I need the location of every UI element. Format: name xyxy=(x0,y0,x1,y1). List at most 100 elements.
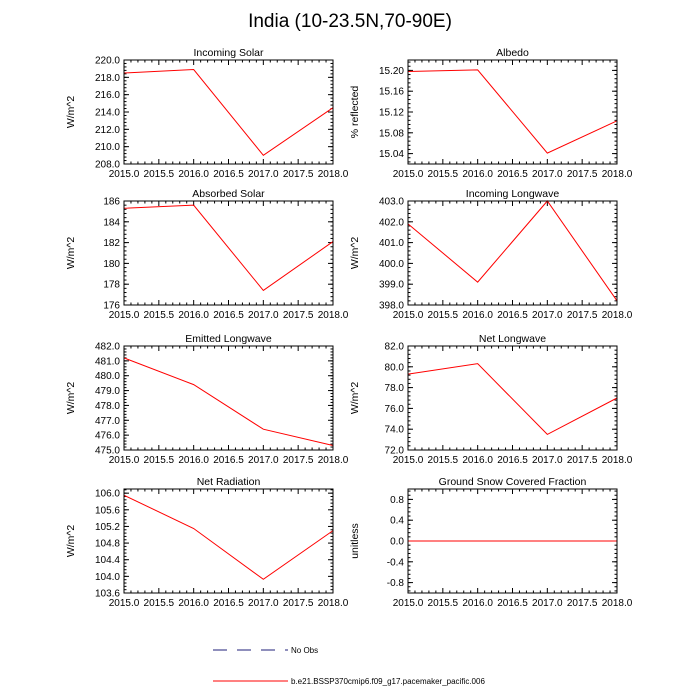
y-tick-label: 105.2 xyxy=(95,522,120,533)
x-tick-label: 2017.5 xyxy=(567,455,598,466)
y-tick-label: 401.0 xyxy=(379,238,404,249)
panel-absorbed-solar: Absorbed Solar W/m^2 2015.0 2015.5 2016.0 201… xyxy=(65,188,349,321)
panel-emitted-longwave: Emitted Longwave W/m^2 2015.0 2015.5 2016.0 2… xyxy=(65,333,349,466)
x-tick-label: 2017.0 xyxy=(248,169,279,180)
y-axis-label: % reflected xyxy=(349,86,361,139)
plot-frame xyxy=(123,488,334,594)
y-tick-label: 80.0 xyxy=(385,362,405,373)
x-tick-label: 2017.0 xyxy=(248,455,279,466)
panel-albedo: Albedo % reflected 2015.0 2015.5 2016.0 2016.… xyxy=(349,47,633,180)
x-tick-label: 2018.0 xyxy=(318,598,349,609)
x-tick-label: 2015.0 xyxy=(109,455,140,466)
x-tick-label: 2017.5 xyxy=(283,455,314,466)
y-tick-label: 0.0 xyxy=(390,537,404,548)
y-tick-label: 398.0 xyxy=(379,301,404,312)
legend: No Obs b.e21.BSSP370cmip6.f09_g17.pacema… xyxy=(213,646,485,686)
x-tick-label: 2017.5 xyxy=(567,598,598,609)
x-tick-label: 2018.0 xyxy=(602,169,633,180)
x-tick-label: 2015.0 xyxy=(109,169,140,180)
y-tick-label: 15.08 xyxy=(379,128,404,139)
panel-title: Emitted Longwave xyxy=(185,333,272,345)
y-tick-label: 72.0 xyxy=(385,446,405,457)
series-line xyxy=(123,204,334,292)
y-tick-label: 103.6 xyxy=(95,589,120,600)
plot-frame xyxy=(123,59,334,165)
panel-incoming-solar: Incoming Solar W/m^2 2015.0 2015.5 2016.0 201… xyxy=(65,47,349,180)
x-tick-label: 2016.5 xyxy=(497,169,528,180)
x-tick-label: 2016.5 xyxy=(213,598,244,609)
panel-title: Incoming Solar xyxy=(193,47,264,59)
y-tick-label: 15.16 xyxy=(379,87,404,98)
x-tick-label: 2016.5 xyxy=(497,310,528,321)
plot-frame xyxy=(407,345,618,451)
x-tick-label: 2017.0 xyxy=(248,598,279,609)
x-tick-label: 2015.5 xyxy=(144,598,175,609)
x-tick-label: 2016.0 xyxy=(178,169,209,180)
y-tick-label: 176 xyxy=(103,301,120,312)
y-tick-label: 106.0 xyxy=(95,489,120,500)
y-tick-label: 0.4 xyxy=(390,516,404,527)
series-line xyxy=(123,494,334,580)
x-tick-label: 2016.5 xyxy=(497,455,528,466)
x-tick-label: 2015.5 xyxy=(144,455,175,466)
panel-net-longwave: Net Longwave W/m^2 2015.0 2015.5 2016.0 2016.… xyxy=(349,333,633,466)
y-tick-label: 15.04 xyxy=(379,149,404,160)
x-tick-label: 2015.5 xyxy=(428,598,459,609)
y-tick-label: 186 xyxy=(103,197,120,208)
plot-frame xyxy=(407,59,618,165)
y-axis-label: W/m^2 xyxy=(349,237,361,270)
x-tick-label: 2018.0 xyxy=(602,598,633,609)
x-tick-label: 2017.0 xyxy=(248,310,279,321)
y-tick-label: 403.0 xyxy=(379,197,404,208)
y-tick-label: 208.0 xyxy=(95,160,120,171)
x-tick-label: 2017.5 xyxy=(283,169,314,180)
plot-frame xyxy=(123,200,334,306)
x-tick-label: 2015.5 xyxy=(428,455,459,466)
y-tick-label: 214.0 xyxy=(95,108,120,119)
y-tick-label: 218.0 xyxy=(95,73,120,84)
y-tick-label: 479.0 xyxy=(95,386,120,397)
x-tick-label: 2016.5 xyxy=(213,455,244,466)
y-tick-label: -0.4 xyxy=(387,557,405,568)
x-tick-label: 2018.0 xyxy=(318,455,349,466)
y-tick-label: 178 xyxy=(103,280,120,291)
y-tick-label: 74.0 xyxy=(385,425,405,436)
y-axis-label: W/m^2 xyxy=(65,525,77,558)
x-tick-label: 2016.5 xyxy=(213,169,244,180)
y-tick-label: 216.0 xyxy=(95,90,120,101)
x-tick-label: 2015.0 xyxy=(393,598,424,609)
x-tick-label: 2018.0 xyxy=(602,455,633,466)
x-tick-label: 2016.0 xyxy=(178,455,209,466)
y-tick-label: 78.0 xyxy=(385,383,405,394)
y-tick-label: 480.0 xyxy=(95,371,120,382)
y-tick-label: 402.0 xyxy=(379,217,404,228)
x-tick-label: 2017.0 xyxy=(532,169,563,180)
series-line xyxy=(407,200,618,302)
x-tick-label: 2017.0 xyxy=(532,455,563,466)
y-axis-label: W/m^2 xyxy=(65,96,77,129)
x-tick-label: 2016.5 xyxy=(497,598,528,609)
y-axis-label: W/m^2 xyxy=(65,382,77,415)
x-tick-label: 2015.0 xyxy=(393,310,424,321)
y-tick-label: 184 xyxy=(103,217,120,228)
series-line xyxy=(407,363,618,436)
x-tick-label: 2017.5 xyxy=(567,310,598,321)
series-line xyxy=(123,357,334,447)
panel-title: Incoming Longwave xyxy=(466,188,560,200)
y-tick-label: -0.8 xyxy=(387,578,405,589)
figure-title: India (10-23.5N,70-90E) xyxy=(248,11,452,32)
y-tick-label: 477.0 xyxy=(95,416,120,427)
x-tick-label: 2018.0 xyxy=(602,310,633,321)
x-tick-label: 2016.0 xyxy=(462,455,493,466)
x-tick-label: 2016.5 xyxy=(213,310,244,321)
plot-frame xyxy=(123,345,334,451)
y-tick-label: 104.4 xyxy=(95,555,120,566)
y-axis-label: W/m^2 xyxy=(349,382,361,415)
y-tick-label: 76.0 xyxy=(385,404,405,415)
x-tick-label: 2015.5 xyxy=(428,310,459,321)
x-tick-label: 2017.5 xyxy=(283,598,314,609)
y-axis-label: W/m^2 xyxy=(65,237,77,270)
panel-title: Albedo xyxy=(496,47,529,59)
x-tick-label: 2015.5 xyxy=(144,169,175,180)
